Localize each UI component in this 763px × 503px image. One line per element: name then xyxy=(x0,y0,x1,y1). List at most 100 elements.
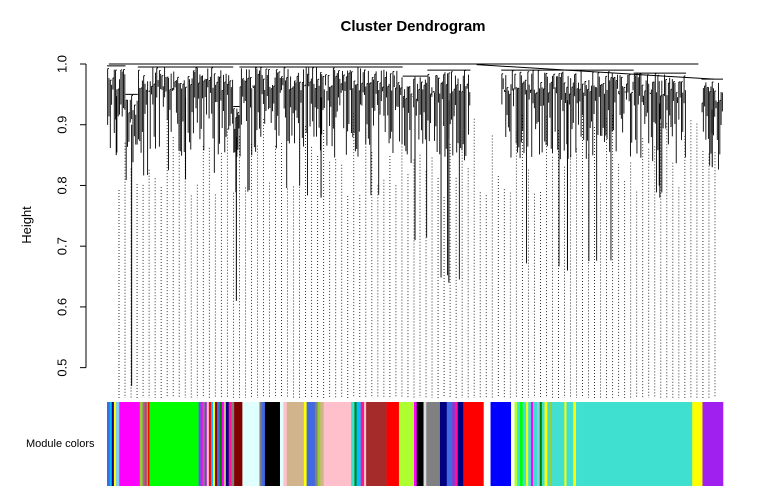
module-color-segment xyxy=(303,402,307,486)
module-color-segment xyxy=(198,402,201,486)
module-color-segment xyxy=(306,402,316,486)
module-color-segment xyxy=(496,402,512,486)
module-color-segment xyxy=(142,402,145,486)
module-color-segment xyxy=(366,402,387,486)
module-color-segment xyxy=(144,402,147,486)
module-color-segment xyxy=(528,402,532,486)
module-color-segment xyxy=(320,402,325,486)
y-axis: 0.5 0.6 0.7 0.8 0.9 1.0 xyxy=(55,55,87,377)
dendro-branch xyxy=(501,69,634,271)
module-color-segment xyxy=(530,402,534,486)
module-color-segment xyxy=(148,402,150,486)
module-color-segment xyxy=(413,402,418,486)
module-color-segment xyxy=(386,402,400,486)
module-color-segment xyxy=(206,402,210,486)
module-color-segment xyxy=(259,402,262,486)
leaf-guides xyxy=(118,113,716,398)
module-color-segment xyxy=(547,402,551,486)
module-color-segment xyxy=(511,402,515,486)
module-color-segment xyxy=(225,402,229,486)
chart-title: Cluster Dendrogram xyxy=(340,18,485,35)
module-color-segment xyxy=(354,402,357,486)
module-color-segment xyxy=(208,402,212,486)
module-color-segment xyxy=(283,402,288,486)
module-color-segment xyxy=(242,402,260,486)
module-color-segment xyxy=(566,402,574,486)
module-color-segment xyxy=(234,402,243,486)
module-color-segment xyxy=(113,402,117,486)
dendro-branch xyxy=(402,75,428,241)
module-color-segment xyxy=(552,402,565,486)
dendro-branch xyxy=(701,78,723,170)
module-color-segment xyxy=(692,402,703,486)
module-color-segment xyxy=(107,402,111,486)
module-color-segment xyxy=(146,402,149,486)
module-color-segment xyxy=(398,402,415,486)
module-colors-label: Module colors xyxy=(26,438,95,450)
module-color-segment xyxy=(550,402,553,486)
module-color-segment xyxy=(457,402,464,486)
module-color-segment xyxy=(541,402,545,486)
y-tick-label: 1.0 xyxy=(55,55,70,73)
module-color-segment xyxy=(576,402,693,486)
module-color-segment xyxy=(109,402,113,486)
module-color-segment xyxy=(215,402,218,486)
module-color-bar xyxy=(107,402,724,486)
module-color-segment xyxy=(522,402,527,486)
module-color-segment xyxy=(360,402,365,486)
dendro-branch xyxy=(239,66,403,198)
dendro-branch xyxy=(427,69,471,283)
module-color-segment xyxy=(423,402,427,486)
module-color-segment xyxy=(228,402,232,486)
module-color-segment xyxy=(261,402,266,486)
module-color-segment xyxy=(463,402,485,486)
dendro-branch xyxy=(137,66,234,180)
y-tick-label: 0.9 xyxy=(55,116,70,134)
module-color-segment xyxy=(217,402,221,486)
module-color-segment xyxy=(416,402,424,486)
module-color-segment xyxy=(264,402,281,486)
branch-merge xyxy=(476,64,714,80)
y-tick-label: 0.5 xyxy=(55,359,70,377)
module-color-segment xyxy=(221,402,225,486)
dendro-branch xyxy=(233,106,240,301)
module-color-segment xyxy=(539,402,543,486)
module-color-segment xyxy=(532,402,538,486)
module-color-segment xyxy=(364,402,367,486)
module-color-segment xyxy=(286,402,305,486)
dendro-branch xyxy=(633,72,687,198)
module-color-segment xyxy=(452,402,456,486)
module-color-segment xyxy=(439,402,448,486)
module-color-segment xyxy=(210,402,214,486)
module-color-segment xyxy=(426,402,441,486)
module-color-segment xyxy=(149,402,199,486)
module-color-segment xyxy=(200,402,204,486)
y-tick-label: 0.7 xyxy=(55,237,70,255)
dendro-branch xyxy=(125,93,138,386)
module-color-segment xyxy=(351,402,355,486)
y-axis-label: Height xyxy=(19,206,34,244)
module-color-segment xyxy=(446,402,453,486)
module-color-segment xyxy=(483,402,491,486)
module-color-segment xyxy=(544,402,548,486)
module-color-segment xyxy=(219,402,223,486)
module-color-segment xyxy=(314,402,318,486)
y-tick-label: 0.8 xyxy=(55,176,70,194)
module-color-segment xyxy=(212,402,216,486)
module-color-segment xyxy=(702,402,724,486)
module-color-segment xyxy=(573,402,577,486)
module-color-segment xyxy=(279,402,284,486)
module-color-segment xyxy=(454,402,459,486)
dendro-branch xyxy=(107,65,126,156)
module-color-segment xyxy=(202,402,206,486)
module-color-segment xyxy=(514,402,518,486)
module-color-segment xyxy=(537,402,541,486)
module-color-segment xyxy=(119,402,141,486)
module-color-segment xyxy=(111,402,115,486)
module-color-segment xyxy=(564,402,567,486)
module-color-segment xyxy=(139,402,143,486)
module-color-segment xyxy=(231,402,235,486)
y-tick-label: 0.6 xyxy=(55,298,70,316)
module-color-segment xyxy=(519,402,523,486)
